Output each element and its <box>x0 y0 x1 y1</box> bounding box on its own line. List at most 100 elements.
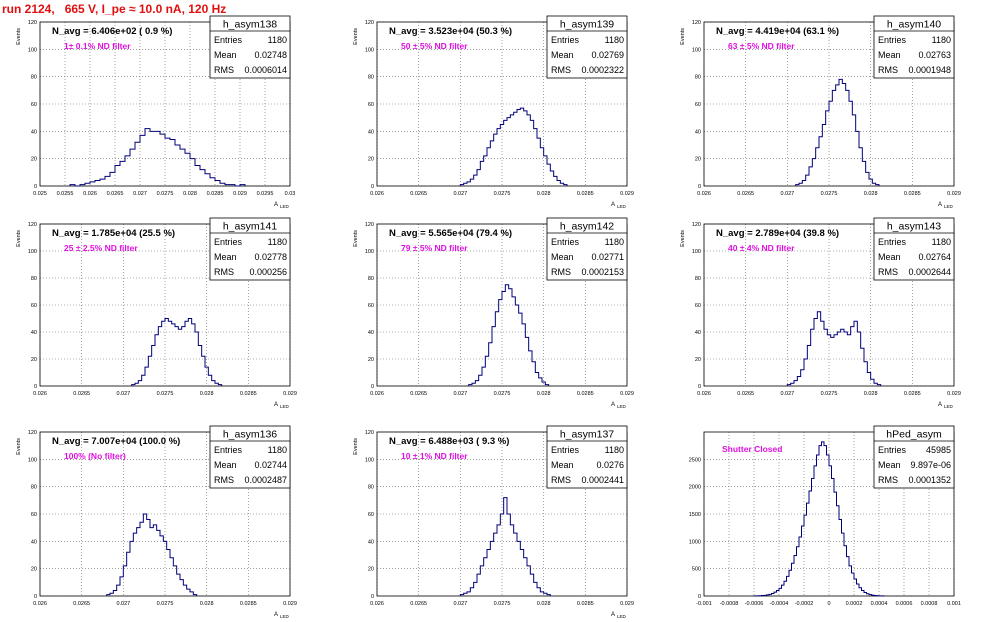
x-tick-label: 0.0265 <box>737 391 754 397</box>
y-tick-label: 40 <box>31 330 37 336</box>
stats-box <box>873 217 955 281</box>
histogram-line <box>468 284 550 386</box>
x-tick-label: 0.0285 <box>240 391 257 397</box>
y-tick-label: 1000 <box>689 539 701 545</box>
x-tick-label: 0.028 <box>200 601 214 607</box>
y-tick-label: 100 <box>692 47 701 53</box>
x-tick-label: 0.026 <box>33 391 47 397</box>
y-tick-label: 100 <box>692 249 701 255</box>
x-tick-label: 0.026 <box>370 191 384 197</box>
x-axis-title: A <box>611 202 615 208</box>
y-tick-label: 60 <box>368 102 374 108</box>
run-title: run 2124, 665 V, I_pe ≈ 10.0 nA, 120 Hz <box>2 2 227 16</box>
stats-label: RMS <box>214 267 234 277</box>
x-tick-label: 0.026 <box>83 191 97 197</box>
filter-label: 40 ± 4% ND filter <box>728 243 795 253</box>
x-tick-label: 0.0265 <box>73 601 90 607</box>
stats-label: Mean <box>214 252 237 262</box>
y-tick-label: 80 <box>695 75 701 81</box>
x-axis-title: A <box>274 202 278 208</box>
y-tick-label: 2500 <box>689 457 701 463</box>
y-tick-label: 120 <box>365 430 374 436</box>
stats-label: Entries <box>214 445 243 455</box>
y-tick-label: 20 <box>31 357 37 363</box>
histogram-line <box>795 78 880 186</box>
plot-frame <box>376 223 628 387</box>
stats-label: Entries <box>551 237 580 247</box>
y-tick-label: 20 <box>31 567 37 573</box>
stats-label: Entries <box>878 35 907 45</box>
x-tick-label: 0.027 <box>453 601 467 607</box>
histogram-panel-hPed_asym: -0.001 -0.0008 -0.0006 -0.0004 -0.0002 0 0.000… <box>689 425 961 607</box>
y-axis-title: Events <box>353 230 359 247</box>
stats-label: Mean <box>214 460 237 470</box>
stats-histogram-name: h_asym138 <box>223 19 277 31</box>
filter-label: 100% (No filter) <box>64 451 126 461</box>
stats-value: 0.000256 <box>249 267 287 277</box>
y-axis-title: Events <box>680 230 686 247</box>
x-tick-label: 0.028 <box>537 191 551 197</box>
y-tick-label: 80 <box>31 485 37 491</box>
plot-frame <box>39 223 291 387</box>
y-tick-label: 80 <box>368 276 374 282</box>
stats-value: 0.02748 <box>254 50 287 60</box>
y-tick-label: 40 <box>368 129 374 135</box>
filter-label: 63 ± 5% ND filter <box>728 41 795 51</box>
x-tick-label: 0.0275 <box>494 601 511 607</box>
x-tick-label: 0.027 <box>453 391 467 397</box>
stats-label: Entries <box>878 237 907 247</box>
stats-value: 1180 <box>268 35 287 45</box>
stats-value: 1180 <box>932 35 951 45</box>
x-tick-label: 0.0275 <box>821 391 838 397</box>
x-tick-label: 0.0285 <box>577 191 594 197</box>
x-tick-label: 0.0006 <box>896 601 913 607</box>
stats-value: 0.0006014 <box>244 65 287 75</box>
x-tick-label: -0.0002 <box>795 601 814 607</box>
filter-label: 79 ± 5% ND filter <box>401 243 468 253</box>
x-tick-label: 0.028 <box>537 601 551 607</box>
y-tick-label: 0 <box>698 594 701 600</box>
y-tick-label: 100 <box>365 457 374 463</box>
y-tick-label: 100 <box>365 47 374 53</box>
y-tick-label: 20 <box>368 357 374 363</box>
x-tick-label: 0.028 <box>537 391 551 397</box>
x-axis-title: A <box>611 402 615 408</box>
histogram-panel-h_asym139: 0.026 0.0265 0.027 0.0275 0.028 0.0285 0.029 0 2… <box>353 15 634 209</box>
stats-box <box>873 15 955 79</box>
x-tick-label: 0.0275 <box>157 191 174 197</box>
n-avg-annotation: N_avg = 4.419e+04 (63.1 %) <box>716 26 839 37</box>
x-tick-label: 0.027 <box>133 191 147 197</box>
histogram-panel-h_asym141: 0.026 0.0265 0.027 0.0275 0.028 0.0285 0.029 0 2… <box>16 217 297 409</box>
stats-value: 0.0002153 <box>581 267 624 277</box>
stats-value: 0.02769 <box>591 50 624 60</box>
histogram-panel-h_asym142: 0.026 0.0265 0.027 0.0275 0.028 0.0285 0.029 0 2… <box>353 217 634 409</box>
x-tick-label: 0.027 <box>780 391 794 397</box>
stats-value: 0.0001948 <box>908 65 951 75</box>
stats-box <box>209 217 291 281</box>
x-tick-label: 0.0004 <box>871 601 888 607</box>
stats-histogram-name: h_asym143 <box>887 221 941 233</box>
x-tick-label: -0.0008 <box>720 601 739 607</box>
x-axis-subscript: LED <box>280 404 290 409</box>
stats-histogram-name: h_asym142 <box>560 221 614 233</box>
histogram-line <box>69 128 246 187</box>
x-tick-label: -0.0004 <box>770 601 789 607</box>
histogram-line <box>753 441 885 597</box>
y-tick-label: 120 <box>28 20 37 26</box>
plot-frame <box>376 21 628 187</box>
y-tick-label: 120 <box>28 222 37 228</box>
x-tick-label: 0.0275 <box>494 391 511 397</box>
y-tick-label: 120 <box>365 20 374 26</box>
y-tick-label: 60 <box>368 512 374 518</box>
y-axis-title: Events <box>353 28 359 45</box>
x-tick-label: 0.029 <box>947 391 961 397</box>
stats-value: 0.0002322 <box>581 65 624 75</box>
x-axis-subscript: LED <box>944 404 954 409</box>
n-avg-annotation: N_avg = 7.007e+04 (100.0 %) <box>52 436 180 447</box>
stats-value: 9.897e-06 <box>910 460 951 470</box>
y-tick-label: 40 <box>368 330 374 336</box>
x-tick-label: 0.0285 <box>577 391 594 397</box>
filter-label: 10 ± 1% ND filter <box>401 451 468 461</box>
stats-label: Mean <box>878 460 901 470</box>
stats-box <box>546 217 628 281</box>
